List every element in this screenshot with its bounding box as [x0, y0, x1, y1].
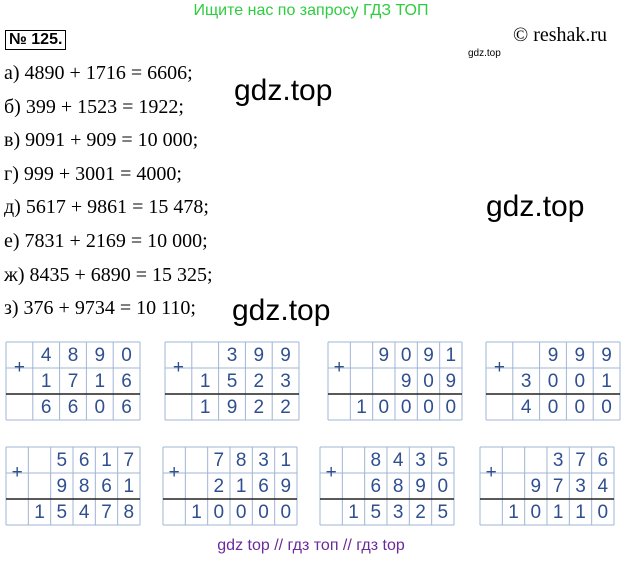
operator: +	[14, 357, 25, 378]
digit-row: 15325	[348, 502, 448, 523]
solution-line: в) 9091 + 909 = 10 000;	[4, 129, 199, 152]
problem-number: № 125.	[5, 30, 67, 50]
operator: +	[494, 357, 505, 378]
watermark: gdz.top	[234, 74, 333, 107]
copyright: © reshak.ru	[513, 24, 608, 46]
watermark: gdz.top	[232, 294, 331, 327]
solution-line: д) 5617 + 9861 = 15 478;	[4, 196, 209, 219]
operator: +	[486, 462, 497, 483]
digit-row: 10000	[356, 397, 456, 418]
digit-row: 10000	[191, 502, 291, 523]
banner: Ищите нас по запросу ГДЗ ТОП	[193, 2, 429, 19]
footer: gdz top // гдз топ // гдз top	[217, 537, 405, 554]
operator: +	[326, 462, 337, 483]
watermark: gdz.top	[468, 48, 501, 59]
watermark: gdz.top	[486, 190, 585, 223]
digit-row: 376	[553, 450, 608, 471]
digit-row: 399	[227, 345, 291, 366]
solution-line: г) 999 + 3001 = 4000;	[4, 162, 182, 185]
digit-row: 15478	[34, 502, 134, 523]
solution-line: е) 7831 + 2169 = 10 000;	[4, 230, 208, 252]
operator: +	[12, 462, 23, 483]
operator: +	[334, 357, 345, 378]
operator: +	[173, 357, 184, 378]
solution-line: б) 399 + 1523 = 1922;	[4, 95, 184, 118]
digit-row: 909	[401, 371, 456, 392]
digit-row: 10110	[508, 502, 608, 523]
operator: +	[169, 462, 180, 483]
solution-line: ж) 8435 + 6890 = 15 325;	[4, 263, 213, 286]
solution-line: з) 376 + 9734 = 10 110;	[4, 297, 196, 320]
solution-line: а) 4890 + 1716 = 6606;	[4, 62, 193, 84]
digit-row: 999	[548, 345, 612, 366]
